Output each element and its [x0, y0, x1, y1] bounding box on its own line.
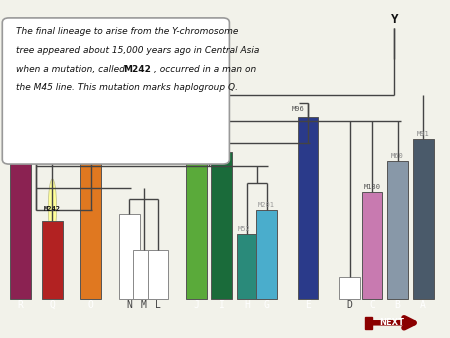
Bar — [237, 235, 258, 299]
Text: D: D — [346, 300, 352, 310]
Text: Y: Y — [391, 13, 398, 26]
Text: The final lineage to arise from the Y-chromosome: The final lineage to arise from the Y-ch… — [15, 27, 238, 36]
Text: O: O — [88, 300, 94, 310]
Bar — [119, 215, 140, 299]
Bar — [362, 192, 382, 299]
Text: , occurred in a man on: , occurred in a man on — [154, 65, 256, 74]
Text: M45: M45 — [38, 106, 51, 112]
Bar — [413, 139, 433, 299]
Bar — [186, 152, 207, 299]
Bar — [212, 152, 232, 299]
Bar — [339, 277, 360, 299]
Text: M170: M170 — [213, 144, 230, 150]
Bar — [133, 250, 154, 299]
Text: B: B — [395, 300, 400, 310]
Text: M52: M52 — [238, 226, 251, 232]
Text: M: M — [140, 300, 146, 310]
Text: I: I — [219, 300, 225, 310]
Text: A: A — [420, 300, 426, 310]
Text: H: H — [244, 300, 250, 310]
Text: when a mutation, called: when a mutation, called — [15, 65, 127, 74]
Text: J: J — [194, 300, 199, 310]
Text: M304: M304 — [188, 144, 205, 150]
Bar — [298, 117, 319, 299]
Bar — [81, 132, 101, 299]
Text: M173: M173 — [13, 115, 30, 121]
Text: the M45 line. This mutation marks haplogroup Q.: the M45 line. This mutation marks haplog… — [15, 83, 238, 92]
Text: L: L — [155, 300, 161, 310]
FancyBboxPatch shape — [2, 18, 230, 164]
Text: G: G — [264, 300, 270, 310]
Text: M91: M91 — [417, 131, 429, 137]
Text: tree appeared about 15,000 years ago in Central Asia: tree appeared about 15,000 years ago in … — [15, 46, 259, 55]
Text: M96: M96 — [292, 106, 305, 112]
Text: M242: M242 — [44, 206, 61, 212]
Bar — [256, 210, 277, 299]
Bar — [148, 250, 168, 299]
Text: R: R — [18, 300, 23, 310]
Bar — [387, 161, 408, 299]
Text: N: N — [126, 300, 132, 310]
Text: C: C — [369, 300, 375, 310]
Text: M130: M130 — [364, 184, 381, 190]
Text: M175: M175 — [82, 124, 99, 130]
Text: M60: M60 — [391, 153, 404, 159]
Circle shape — [48, 179, 57, 237]
Bar — [364, 317, 372, 329]
Text: M242: M242 — [124, 65, 152, 74]
Bar — [42, 221, 63, 299]
Bar — [10, 139, 31, 299]
Text: M201: M201 — [258, 202, 275, 208]
Text: Q: Q — [50, 300, 55, 310]
Text: NEXT: NEXT — [379, 318, 404, 327]
Text: E: E — [305, 300, 311, 310]
